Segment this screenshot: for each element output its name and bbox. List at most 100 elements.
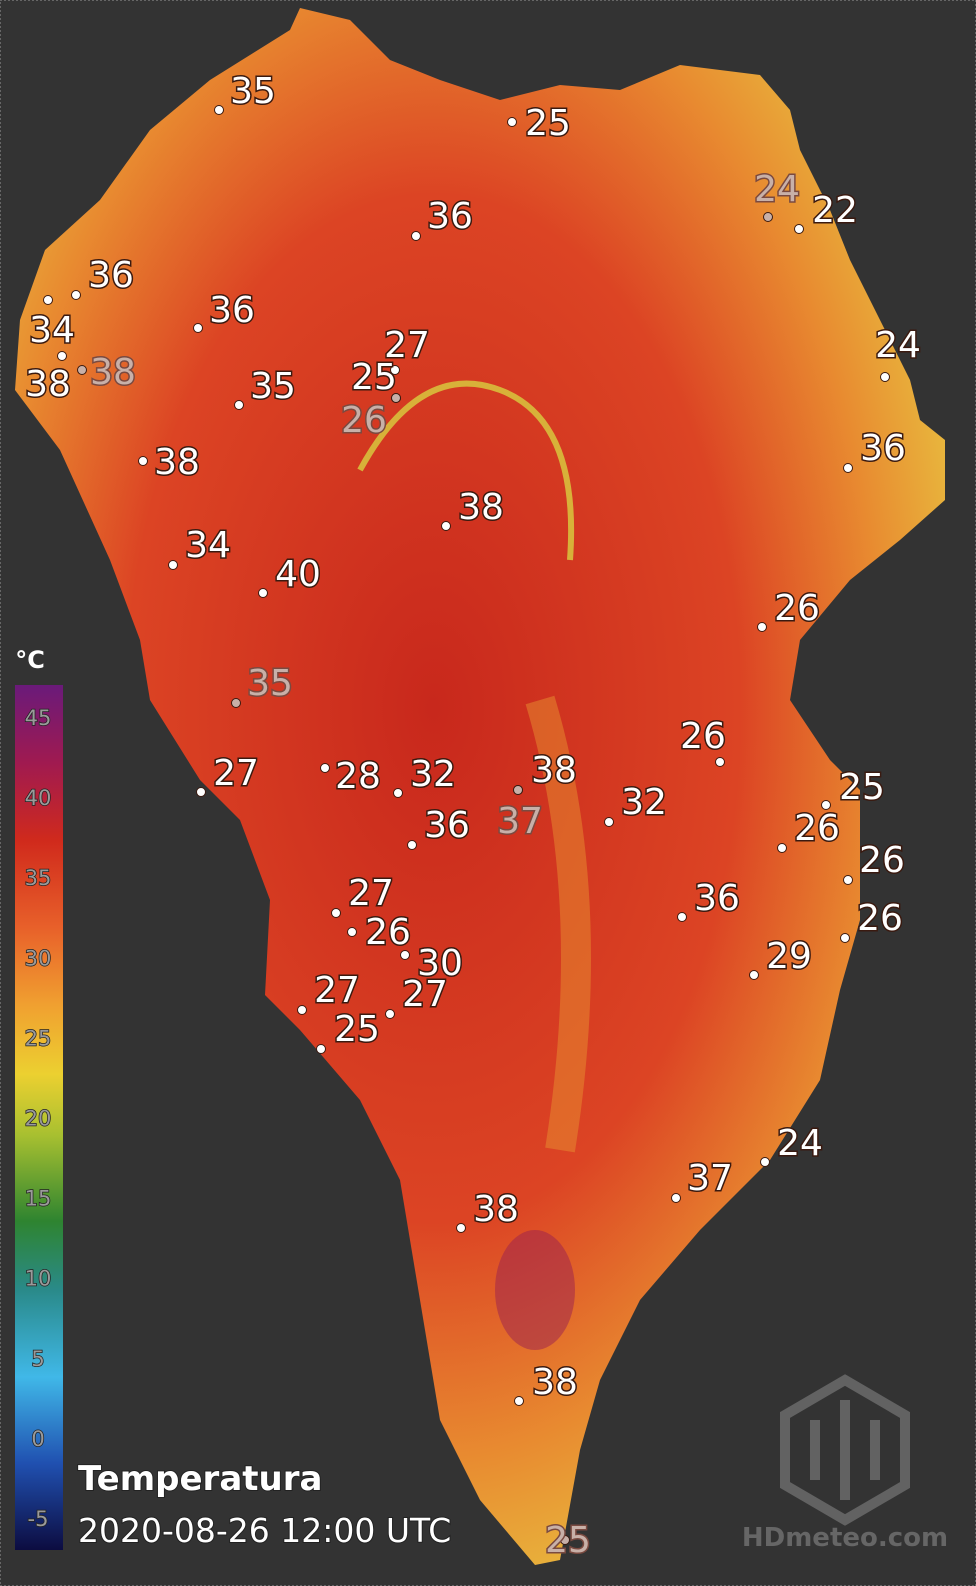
station-dot xyxy=(777,843,787,853)
station-dot xyxy=(560,1535,570,1545)
station-value: 25 xyxy=(525,103,571,144)
station-dot xyxy=(297,1005,307,1015)
colorbar-tick: 5 xyxy=(31,1347,44,1371)
station-dot xyxy=(393,788,403,798)
station-dot xyxy=(794,224,804,234)
colorbar xyxy=(15,685,63,1550)
station-dot xyxy=(57,351,67,361)
station-value: 27 xyxy=(384,325,430,366)
station-dot xyxy=(760,1157,770,1167)
station-dot xyxy=(840,933,850,943)
station-dot xyxy=(196,787,206,797)
station-value: 38 xyxy=(532,1362,578,1403)
station-dot xyxy=(749,970,759,980)
station-dot xyxy=(168,560,178,570)
station-value: 38 xyxy=(473,1189,519,1230)
colorbar-tick: 45 xyxy=(25,706,52,730)
station-value: 38 xyxy=(90,352,136,393)
station-value: 27 xyxy=(314,970,360,1011)
colorbar-tick: -5 xyxy=(28,1507,49,1531)
logo xyxy=(780,1374,910,1526)
watermark: HDmeteo.com xyxy=(742,1523,948,1553)
station-value: 37 xyxy=(497,801,543,842)
station-value: 28 xyxy=(335,756,381,797)
station-dot xyxy=(411,231,421,241)
station-value: 25 xyxy=(839,767,885,808)
station-dot xyxy=(391,393,401,403)
station-dot xyxy=(77,365,87,375)
station-value: 26 xyxy=(365,912,411,953)
station-value: 27 xyxy=(402,974,448,1015)
station-dot xyxy=(715,757,725,767)
station-dot xyxy=(456,1223,466,1233)
station-value: 26 xyxy=(341,400,387,441)
station-dot xyxy=(671,1193,681,1203)
station-dot xyxy=(390,365,400,375)
station-dot xyxy=(138,456,148,466)
colorbar-tick: 35 xyxy=(25,866,52,890)
station-value: 35 xyxy=(230,71,276,112)
station-value: 38 xyxy=(154,442,200,483)
station-value: 32 xyxy=(621,782,667,823)
colorbar-tick: 15 xyxy=(25,1187,52,1211)
station-dot xyxy=(514,1396,524,1406)
station-value: 29 xyxy=(766,936,812,977)
station-dot xyxy=(43,295,53,305)
station-value: 24 xyxy=(875,325,921,366)
station-value: 34 xyxy=(29,310,75,351)
station-dot xyxy=(513,785,523,795)
station-dot xyxy=(407,840,417,850)
ridge xyxy=(357,380,575,561)
station-value: 36 xyxy=(694,878,740,919)
station-value: 36 xyxy=(88,255,134,296)
colorbar-tick: 10 xyxy=(25,1267,52,1291)
station-value: 26 xyxy=(794,808,840,849)
timestamp: 2020-08-26 12:00 UTC xyxy=(78,1511,451,1550)
station-dot xyxy=(214,105,224,115)
station-value: 30 xyxy=(417,943,463,984)
colorbar-tick: 30 xyxy=(25,946,52,970)
station-value: 36 xyxy=(860,428,906,469)
station-value: 25 xyxy=(545,1520,591,1561)
station-value: 24 xyxy=(777,1123,823,1164)
colorbar-tick: 40 xyxy=(25,786,52,810)
station-value: 40 xyxy=(275,554,321,595)
station-value: 25 xyxy=(351,357,397,398)
station-value: 27 xyxy=(213,753,259,794)
station-value: 25 xyxy=(334,1009,380,1050)
station-value: 38 xyxy=(25,364,71,405)
station-dot xyxy=(880,372,890,382)
station-dot xyxy=(234,400,244,410)
title: Temperatura xyxy=(78,1459,322,1499)
station-dot xyxy=(320,763,330,773)
station-value: 26 xyxy=(857,898,903,939)
station-value: 37 xyxy=(687,1158,733,1199)
station-value: 26 xyxy=(680,716,726,757)
station-dot xyxy=(821,800,831,810)
station-dot xyxy=(507,117,517,127)
station-dot xyxy=(71,290,81,300)
station-value: 32 xyxy=(410,754,456,795)
station-dot xyxy=(385,1009,395,1019)
station-dot xyxy=(347,927,357,937)
station-dot xyxy=(400,950,410,960)
station-dot xyxy=(843,875,853,885)
island xyxy=(15,8,945,1565)
colorbar-unit: °C xyxy=(15,646,45,674)
station-value: 35 xyxy=(247,663,293,704)
station-dot xyxy=(316,1044,326,1054)
station-dot xyxy=(677,912,687,922)
station-value: 36 xyxy=(424,805,470,846)
station-value: 34 xyxy=(185,525,231,566)
station-value: 35 xyxy=(250,366,296,407)
station-value: 38 xyxy=(458,487,504,528)
south-ridge xyxy=(525,695,591,1153)
colorbar-tick: 20 xyxy=(25,1107,52,1131)
colorbar-tick: 0 xyxy=(31,1427,44,1451)
station-value: 22 xyxy=(812,190,858,231)
station-value: 26 xyxy=(859,840,905,881)
station-dot xyxy=(441,521,451,531)
station-dot xyxy=(193,323,203,333)
station-dot xyxy=(331,908,341,918)
